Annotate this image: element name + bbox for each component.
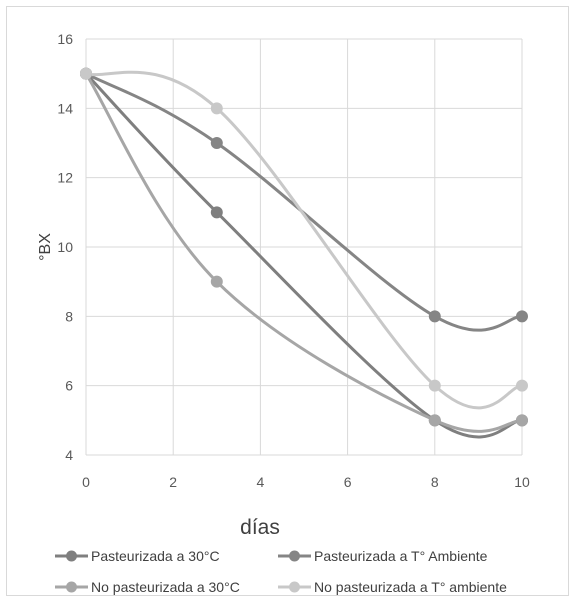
x-axis-title: días [240, 516, 280, 539]
legend-label: No pasteurizada a 30°C [91, 579, 240, 595]
x-tick-label: 4 [257, 474, 265, 490]
series-line-no-pasteurizada-30c [84, 72, 524, 433]
x-tick-label: 6 [344, 474, 352, 490]
y-tick-label: 8 [65, 308, 73, 324]
data-point-no-pasteurizada-30c [516, 414, 528, 427]
x-tick-label: 0 [82, 474, 90, 490]
legend-swatch-marker [289, 581, 300, 593]
legend-swatch-marker [66, 550, 77, 562]
data-point-no-pasteurizada-30c [428, 414, 441, 427]
legend-swatch-marker [66, 581, 77, 593]
legend-swatch-marker [289, 550, 300, 562]
legend: Pasteurizada a 30°C Pasteurizada a T° Amb… [55, 548, 507, 595]
data-point-no-pasteurizada-30c [210, 275, 223, 288]
legend-label: Pasteurizada a 30°C [91, 548, 220, 564]
data-point-no-pasteurizada-t-ambiente [428, 379, 441, 392]
data-point-no-pasteurizada-t-ambiente [80, 67, 92, 80]
x-tick-label: 10 [514, 474, 530, 490]
y-axis-title: °BX [37, 233, 54, 261]
legend-label: Pasteurizada a T° Ambiente [314, 548, 488, 564]
data-point-pasteurizada-t-ambiente [516, 310, 528, 323]
y-tick-label: 10 [57, 239, 73, 255]
gridlines [85, 38, 523, 456]
y-tick-label: 6 [65, 378, 73, 394]
y-tick-label: 4 [65, 447, 73, 463]
x-tick-labels: 0 2 4 6 8 10 [82, 474, 530, 490]
data-point-pasteurizada-t-ambiente [210, 137, 223, 149]
x-tick-label: 2 [169, 474, 177, 490]
x-tick-label: 8 [431, 474, 439, 490]
series-line-pasteurizada-30c [84, 72, 524, 439]
data-points [80, 67, 528, 427]
y-tick-labels: 4 6 8 10 12 14 16 [57, 31, 73, 463]
series-line-no-pasteurizada-t-ambiente [84, 70, 524, 410]
legend-label: No pasteurizada a T° ambiente [314, 579, 507, 595]
chart-frame [6, 6, 569, 596]
data-point-pasteurizada-t-ambiente [428, 310, 441, 323]
y-tick-label: 16 [57, 31, 73, 47]
data-point-pasteurizada-30c [210, 206, 223, 219]
y-tick-label: 12 [57, 170, 73, 186]
data-point-no-pasteurizada-t-ambiente [516, 379, 528, 392]
series-line-pasteurizada-t-ambiente [84, 72, 524, 332]
series-lines [84, 70, 524, 439]
y-tick-label: 14 [57, 100, 73, 116]
data-point-no-pasteurizada-t-ambiente [210, 102, 223, 115]
